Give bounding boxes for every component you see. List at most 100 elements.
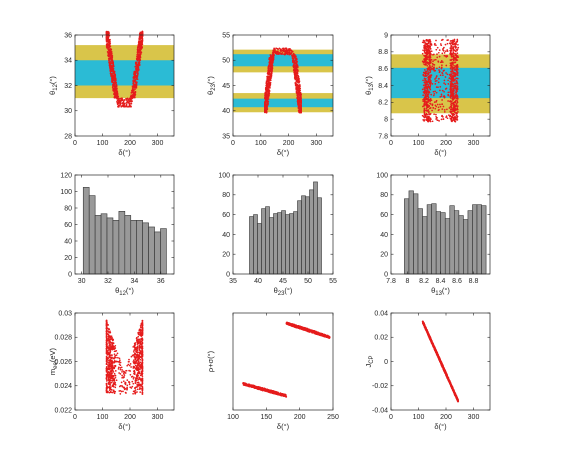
data-point [447,79,449,82]
data-point [292,65,295,68]
data-point [133,94,136,97]
data-point [283,48,285,51]
data-point [450,45,452,48]
histogram-bar [301,195,306,275]
data-point [140,377,143,380]
data-point [424,42,427,44]
y-tick-label: 20 [380,252,388,259]
y-tick-label: 34 [64,58,72,65]
y-tick-label: 40 [222,232,230,239]
data-point [276,50,278,53]
data-point [448,114,450,116]
data-point [105,355,108,358]
data-point [108,389,111,392]
data-point [125,369,128,372]
x-tick-label: 50 [304,278,312,285]
histogram-bar [467,210,473,275]
data-point [140,374,142,376]
data-point [130,355,133,358]
data-point [296,72,299,75]
data-point [440,66,443,69]
data-point [134,88,136,91]
data-point [269,79,271,82]
data-point [112,85,115,87]
data-point [134,79,137,81]
y-tick-label: 120 [60,172,72,179]
data-point [425,87,427,90]
data-point [446,117,449,120]
data-point [130,366,132,368]
data-point [114,374,117,377]
data-point [129,97,132,100]
data-point [266,103,268,105]
data-point [141,346,143,348]
data-point [134,65,137,68]
data-point [106,32,108,34]
data-point [138,349,141,352]
y-tick-label: 100 [376,172,388,179]
data-point [135,353,138,356]
data-point [452,63,454,66]
x-tick-label: 8.6 [452,278,462,285]
data-point [105,327,108,330]
axis-label: θ13(°) [431,286,450,297]
data-point [452,43,455,46]
data-point [423,104,425,106]
data-point [139,326,142,329]
data-point [433,64,436,66]
data-point [423,58,426,61]
data-point [112,357,114,360]
data-point [270,61,273,63]
y-tick-label: 36 [64,32,72,39]
data-point [136,388,139,391]
data-point [454,91,457,93]
data-point [441,103,444,106]
data-point [136,72,139,74]
data-point [456,52,459,55]
data-point [294,75,296,77]
data-point [267,95,269,98]
histogram-bar [281,210,286,275]
data-point [270,57,273,60]
data-point [287,48,290,50]
data-point [114,95,117,98]
histogram-bar [444,218,451,275]
data-point [427,95,430,98]
data-point [132,390,135,393]
data-point [111,338,114,341]
data-point [107,324,109,326]
data-point [116,97,118,100]
data-point [434,42,436,45]
data-point [106,372,109,375]
data-point [292,57,295,60]
data-point [276,47,279,50]
data-point [451,116,454,119]
data-point [105,351,108,353]
data-point [114,86,117,89]
data-point [108,336,110,339]
data-point [138,61,140,63]
histogram-bar [277,212,282,275]
data-point [121,374,123,377]
data-point [107,368,109,371]
data-point [424,83,427,85]
data-point [451,47,453,50]
data-point [140,332,143,335]
data-point [298,97,301,100]
data-point [128,381,131,384]
data-point [269,59,272,61]
data-point [436,119,439,121]
data-point [436,46,439,49]
data-point [450,111,452,114]
data-point [136,342,139,345]
data-point [285,47,288,50]
data-point [443,82,445,84]
data-point [294,66,297,69]
data-point [114,347,117,349]
data-point [433,66,435,69]
data-point [426,81,429,84]
data-point [426,118,429,120]
data-point [431,65,434,68]
data-point [456,101,459,104]
data-point [456,74,459,77]
